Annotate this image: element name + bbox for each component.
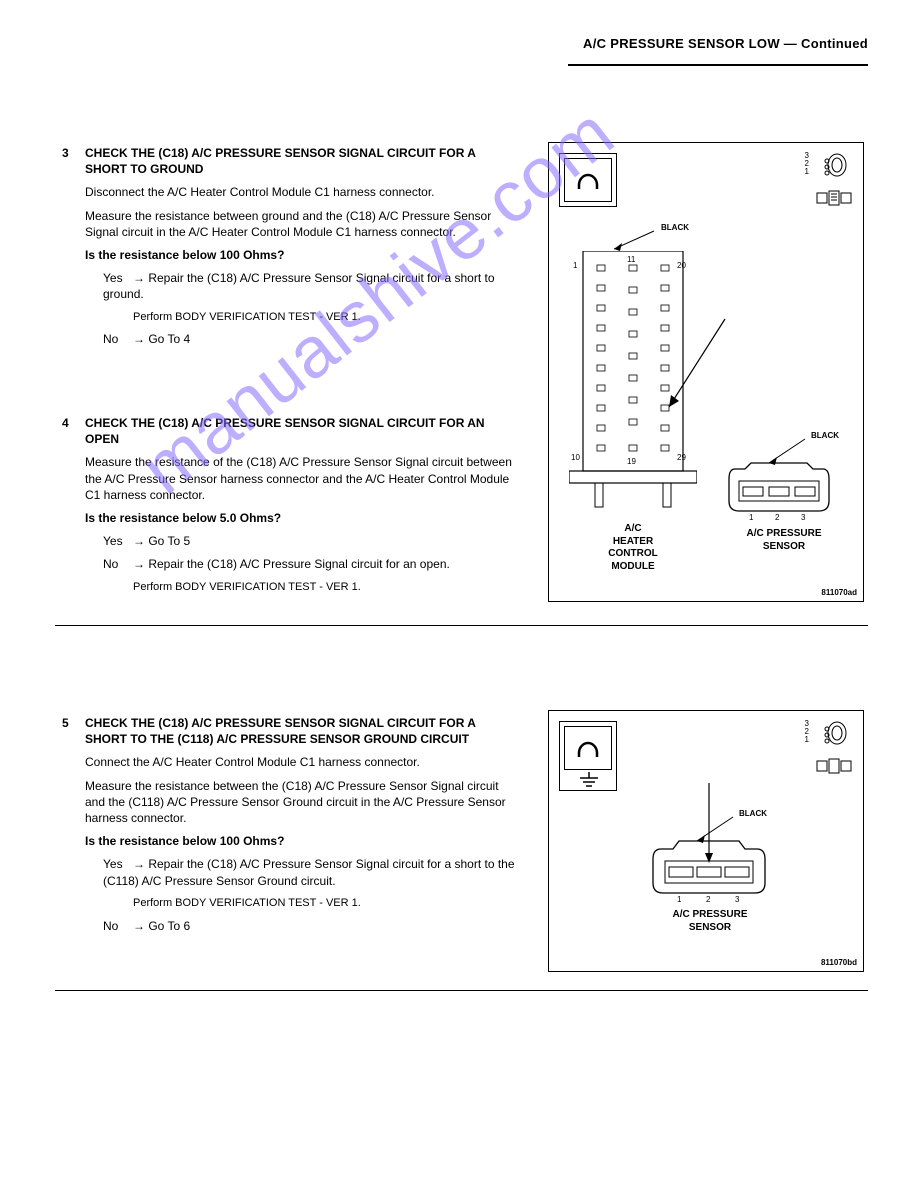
header-section: A/C PRESSURE SENSOR LOW — Continued (583, 36, 868, 51)
fig1-mini-pin-1: 1 (805, 167, 809, 176)
fig1-black-1: BLACK (661, 223, 689, 232)
fig1-code: 811070ad (821, 588, 857, 597)
step-3-yes-text: Repair the (C18) A/C Pressure Sensor Sig… (103, 271, 495, 301)
fig1-pin-29: 29 (677, 453, 686, 462)
page: A/C PRESSURE SENSOR LOW — Continued 3 CH… (0, 0, 918, 1188)
fig2-black: BLACK (739, 809, 767, 818)
step-5-perform: Perform BODY VERIFICATION TEST - VER 1. (133, 896, 515, 911)
fig2-code: 811070bd (821, 958, 857, 967)
step-5-line-1: Connect the A/C Heater Control Module C1… (85, 754, 515, 770)
step-5-body: Connect the A/C Heater Control Module C1… (85, 754, 515, 933)
step-4-no: No→ Repair the (C18) A/C Pressure Signal… (103, 556, 515, 572)
step-5-yes: Yes→ Repair the (C18) A/C Pressure Senso… (103, 856, 515, 888)
fig2-conn-2: 2 (706, 895, 710, 904)
fig2-conn-1: 1 (677, 895, 681, 904)
fig1-pin-10: 10 (571, 453, 580, 462)
step-3-line-1: Disconnect the A/C Heater Control Module… (85, 184, 515, 200)
fig2-mini-pin-1: 1 (805, 735, 809, 744)
step-4-yes: Yes→ Go To 5 (103, 533, 515, 549)
step-5-question: Is the resistance below 100 Ohms? (85, 833, 515, 849)
figure-1: 3 2 1 BLACK 1 11 20 10 19 29 A/CHEA (548, 142, 864, 602)
step-5-number: 5 (62, 715, 69, 731)
step-4-number: 4 (62, 415, 69, 431)
step-4-perform: Perform BODY VERIFICATION TEST - VER 1. (133, 580, 515, 595)
step-3-question: Is the resistance below 100 Ohms? (85, 247, 515, 263)
fig2-conn-3: 3 (735, 895, 739, 904)
step-4: 4 CHECK THE (C18) A/C PRESSURE SENSOR SI… (85, 415, 515, 601)
step-4-yes-text: Go To 5 (148, 534, 190, 548)
step-3-title: CHECK THE (C18) A/C PRESSURE SENSOR SIGN… (85, 145, 515, 177)
step-3-body: Disconnect the A/C Heater Control Module… (85, 184, 515, 347)
step-4-body: Measure the resistance of the (C18) A/C … (85, 454, 515, 594)
step-5-yes-text: Repair the (C18) A/C Pressure Sensor Sig… (103, 857, 515, 887)
step-4-line-1: Measure the resistance of the (C18) A/C … (85, 454, 515, 503)
step-4-no-text: Repair the (C18) A/C Pressure Signal cir… (148, 557, 449, 571)
fig1-pin-11: 11 (627, 255, 635, 264)
step-5-title: CHECK THE (C18) A/C PRESSURE SENSOR SIGN… (85, 715, 515, 747)
fig1-sensor-connector-icon (725, 461, 833, 517)
mini-connectors-icon (811, 153, 853, 209)
header-rule (568, 64, 868, 66)
fig1-module-label: A/CHEATERCONTROLMODULE (593, 523, 673, 573)
step-5-line-2: Measure the resistance between the (C18)… (85, 778, 515, 827)
step-3: 3 CHECK THE (C18) A/C PRESSURE SENSOR SI… (85, 145, 515, 355)
fig1-conn-1: 1 (749, 513, 753, 522)
fig1-sensor-label: A/C PRESSURESENSOR (739, 528, 829, 553)
step-3-number: 3 (62, 145, 69, 161)
step-5-no-text: Go To 6 (148, 919, 190, 933)
fig1-black-2: BLACK (811, 431, 839, 440)
step-5: 5 CHECK THE (C18) A/C PRESSURE SENSOR SI… (85, 715, 515, 941)
step-4-question: Is the resistance below 5.0 Ohms? (85, 510, 515, 526)
step-3-line-2: Measure the resistance between ground an… (85, 208, 515, 240)
step-5-no: No→ Go To 6 (103, 918, 515, 934)
step-3-perform: Perform BODY VERIFICATION TEST - VER 1. (133, 310, 515, 325)
fig1-conn-2: 2 (775, 513, 779, 522)
step-3-no-text: Go To 4 (148, 332, 190, 346)
fig1-pin-20: 20 (677, 261, 686, 270)
fig2-sensor-label: A/C PRESSURESENSOR (665, 909, 755, 934)
fig1-arrow-signal (659, 315, 729, 415)
step-3-yes: Yes→ Repair the (C18) A/C Pressure Senso… (103, 270, 515, 302)
fig1-conn-3: 3 (801, 513, 805, 522)
fig1-pin-19: 19 (627, 457, 636, 466)
fig1-pin-1: 1 (573, 261, 577, 270)
figure-2: 3 2 1 1 2 3 BLACK A/C PRESSURESENSOR 811… (548, 710, 864, 972)
ohmmeter-icon (559, 153, 617, 207)
fig2-mini-connectors-icon (811, 721, 853, 777)
fig2-arrow-signal (701, 783, 717, 865)
step-4-title: CHECK THE (C18) A/C PRESSURE SENSOR SIGN… (85, 415, 515, 447)
divider-1 (55, 625, 868, 626)
ohmmeter-ground-icon (559, 721, 617, 791)
step-3-no: No→ Go To 4 (103, 331, 515, 347)
divider-2 (55, 990, 868, 991)
